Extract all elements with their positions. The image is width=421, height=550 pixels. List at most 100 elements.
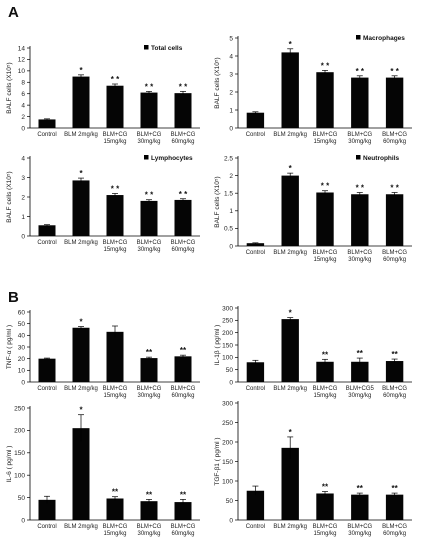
y-axis-label: BALF cells (X10⁵): [6, 62, 13, 113]
bar: [316, 192, 334, 246]
y-tick-label: 4: [21, 155, 25, 162]
y-tick-label: 6: [21, 91, 25, 98]
category-label: BLM+CG: [103, 132, 128, 138]
bar: [38, 225, 56, 236]
category-label: 15mg/kg: [313, 139, 336, 145]
category-label: BLM+CG: [171, 132, 196, 138]
category-label: BLM+CG: [171, 386, 196, 392]
y-tick-label: 0: [21, 517, 25, 524]
bar: [72, 327, 90, 382]
category-label: 60mg/kg: [383, 139, 406, 145]
category-label: BLM+CG: [313, 250, 338, 256]
category-label: Control: [246, 524, 265, 530]
y-axis-label: BALF cells (X10⁵): [6, 171, 13, 222]
bar: [385, 77, 404, 128]
category-label: BLM+CG: [382, 250, 407, 256]
y-tick-label: 1: [229, 107, 233, 114]
category-label: Control: [37, 386, 56, 392]
significance-mark: * *: [321, 61, 330, 70]
bar: [140, 501, 158, 520]
category-label: BLM+CG: [137, 240, 162, 246]
category-label: 15mg/kg: [313, 257, 336, 263]
category-label: BLM+CG: [137, 132, 162, 138]
bar: [72, 76, 90, 128]
y-tick-label: 50: [226, 367, 234, 374]
category-label: 15mg/kg: [313, 393, 336, 399]
category-label: 60mg/kg: [383, 393, 406, 399]
bar: [316, 493, 334, 520]
y-tick-label: 0: [21, 233, 25, 240]
category-label: BLM+CG: [137, 386, 162, 392]
category-label: 30mg/kg: [348, 531, 371, 537]
y-tick-label: 100: [222, 478, 233, 485]
category-label: BLM+CG: [347, 524, 372, 530]
category-label: 30mg/kg: [137, 393, 160, 399]
y-tick-label: 4: [21, 102, 25, 109]
bar: [72, 180, 90, 236]
bar: [246, 112, 265, 128]
y-tick-label: 50: [226, 498, 234, 505]
category-label: 60mg/kg: [383, 531, 406, 537]
bar: [351, 494, 369, 520]
significance-mark: **: [112, 488, 119, 497]
significance-mark: *: [289, 309, 293, 318]
significance-mark: * *: [356, 183, 365, 192]
y-tick-label: 8: [21, 80, 25, 87]
category-label: 15mg/kg: [103, 393, 126, 399]
significance-mark: * *: [111, 75, 120, 84]
category-label: BLM+CG: [313, 386, 338, 392]
category-label: 60mg/kg: [171, 393, 194, 399]
y-tick-label: 3: [21, 175, 25, 182]
bar: [385, 494, 404, 520]
bar: [246, 243, 265, 246]
y-tick-label: 1: [229, 208, 233, 215]
y-tick-label: 2: [229, 173, 233, 180]
y-tick-label: 3: [229, 71, 233, 78]
category-label: Control: [37, 132, 56, 138]
category-label: BLM+CG: [382, 524, 407, 530]
significance-mark: *: [79, 66, 83, 75]
y-tick-label: 50: [18, 495, 26, 502]
category-label: BLM+CG: [103, 240, 128, 246]
y-tick-label: 100: [222, 355, 233, 362]
category-label: Control: [37, 240, 56, 246]
y-tick-label: 150: [14, 450, 25, 457]
legend-swatch: [356, 35, 361, 40]
bar: [246, 362, 265, 382]
y-tick-label: 250: [222, 318, 233, 325]
category-label: BLM 2mg/kg: [64, 524, 98, 530]
significance-mark: **: [357, 484, 364, 493]
category-label: 30mg/kg: [348, 139, 371, 145]
category-label: 15mg/kg: [103, 247, 126, 253]
category-label: BLM+CG: [103, 386, 128, 392]
category-label: Control: [246, 250, 265, 256]
category-label: BLM+CG: [103, 524, 128, 530]
bar: [281, 175, 299, 246]
bar: [281, 319, 299, 382]
significance-mark: **: [146, 490, 153, 499]
category-label: BLM+CG: [347, 132, 372, 138]
significance-mark: **: [391, 484, 398, 493]
y-tick-label: 0: [21, 379, 25, 386]
y-tick-label: 50: [18, 321, 26, 328]
significance-mark: * *: [179, 82, 188, 91]
significance-mark: * *: [145, 191, 154, 200]
y-tick-label: 200: [222, 439, 233, 446]
bar: [106, 331, 124, 382]
category-label: BLM+CG: [171, 524, 196, 530]
bar: [174, 199, 192, 236]
category-label: BLM+CG: [382, 132, 407, 138]
chart-1: 0 2 4 6 8 10 12 14 BALF cells (X10⁵) Control * BLM …: [6, 45, 200, 145]
significance-mark: **: [180, 490, 187, 499]
y-tick-label: 0: [229, 243, 233, 250]
y-tick-label: 10: [18, 68, 26, 75]
significance-mark: * *: [145, 82, 154, 91]
y-axis-label: IL-1β ( pg/ml ): [214, 325, 221, 366]
significance-mark: **: [391, 350, 398, 359]
y-tick-label: 60: [18, 309, 26, 316]
bar: [38, 499, 56, 520]
chart-6: 0 50 100 150 200 250 300 IL-1β ( pg/ml ) Control…: [214, 305, 412, 399]
bar: [351, 361, 369, 382]
bar: [281, 447, 299, 520]
category-label: BLM+CG: [382, 386, 407, 392]
